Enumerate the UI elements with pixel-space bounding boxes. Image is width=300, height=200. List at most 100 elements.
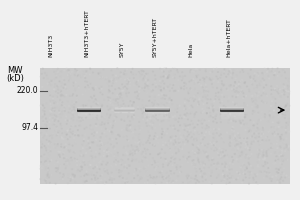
- Point: [51, 99, 56, 102]
- Point: [265, 70, 270, 73]
- Point: [98, 147, 102, 151]
- Point: [88, 124, 93, 127]
- Point: [239, 169, 244, 172]
- Point: [195, 179, 200, 182]
- Point: [56, 92, 60, 95]
- Point: [61, 80, 66, 83]
- Point: [198, 78, 203, 82]
- Point: [111, 77, 116, 81]
- Point: [205, 126, 210, 129]
- Point: [170, 155, 175, 158]
- Point: [78, 164, 82, 167]
- Point: [86, 160, 91, 163]
- Point: [44, 149, 49, 152]
- Point: [193, 139, 198, 142]
- Point: [278, 139, 283, 142]
- Point: [163, 100, 168, 103]
- Point: [261, 139, 266, 142]
- Point: [181, 140, 186, 144]
- Point: [68, 79, 72, 82]
- Point: [73, 81, 78, 84]
- Point: [193, 167, 198, 170]
- Point: [277, 179, 281, 182]
- Point: [153, 78, 158, 81]
- Point: [149, 99, 154, 102]
- Point: [218, 113, 223, 116]
- Point: [226, 173, 231, 176]
- Point: [262, 83, 267, 86]
- Point: [239, 105, 244, 108]
- Point: [245, 143, 250, 146]
- Point: [205, 155, 209, 158]
- Point: [146, 164, 151, 167]
- Point: [116, 115, 121, 119]
- Point: [247, 173, 252, 176]
- Point: [184, 129, 189, 132]
- Point: [214, 116, 219, 119]
- Point: [91, 86, 95, 89]
- Point: [168, 171, 173, 174]
- Point: [200, 118, 205, 121]
- Point: [57, 88, 62, 92]
- Point: [155, 109, 160, 112]
- Point: [111, 92, 116, 95]
- Point: [69, 117, 74, 120]
- Point: [257, 170, 262, 173]
- Point: [84, 152, 88, 155]
- Point: [114, 119, 119, 122]
- Point: [150, 117, 154, 120]
- Point: [158, 171, 163, 174]
- Point: [230, 87, 235, 91]
- Point: [222, 85, 226, 88]
- Point: [84, 69, 89, 72]
- Point: [98, 144, 102, 147]
- Point: [253, 134, 258, 137]
- Point: [213, 115, 218, 118]
- Point: [64, 171, 69, 174]
- Point: [257, 81, 262, 84]
- Point: [51, 146, 56, 149]
- Point: [80, 108, 85, 111]
- Point: [167, 113, 172, 116]
- Point: [52, 102, 56, 105]
- Point: [206, 74, 210, 77]
- Point: [93, 109, 98, 112]
- Point: [113, 163, 118, 166]
- Point: [204, 98, 209, 101]
- Point: [70, 105, 75, 108]
- Point: [254, 175, 258, 178]
- Point: [220, 162, 224, 166]
- Point: [147, 98, 152, 101]
- Point: [132, 158, 137, 161]
- Point: [230, 125, 235, 128]
- Point: [43, 179, 48, 182]
- Point: [230, 117, 235, 120]
- Point: [40, 74, 44, 77]
- Point: [188, 88, 192, 91]
- Point: [55, 115, 59, 118]
- Point: [136, 92, 141, 95]
- Point: [188, 137, 193, 140]
- Point: [249, 152, 254, 155]
- Point: [278, 161, 283, 165]
- Point: [118, 92, 123, 95]
- Point: [179, 86, 184, 89]
- Point: [114, 97, 118, 101]
- Point: [236, 176, 241, 180]
- Point: [217, 98, 222, 101]
- Point: [230, 76, 235, 80]
- Point: [84, 116, 88, 119]
- Point: [170, 86, 175, 90]
- Point: [212, 164, 217, 167]
- Point: [114, 80, 118, 83]
- Point: [47, 116, 52, 119]
- Point: [54, 166, 59, 170]
- Point: [178, 114, 182, 117]
- Point: [140, 112, 145, 115]
- Point: [125, 68, 130, 71]
- Point: [53, 146, 58, 149]
- Point: [171, 124, 176, 127]
- Point: [255, 126, 260, 129]
- Point: [132, 176, 136, 180]
- Point: [118, 75, 122, 78]
